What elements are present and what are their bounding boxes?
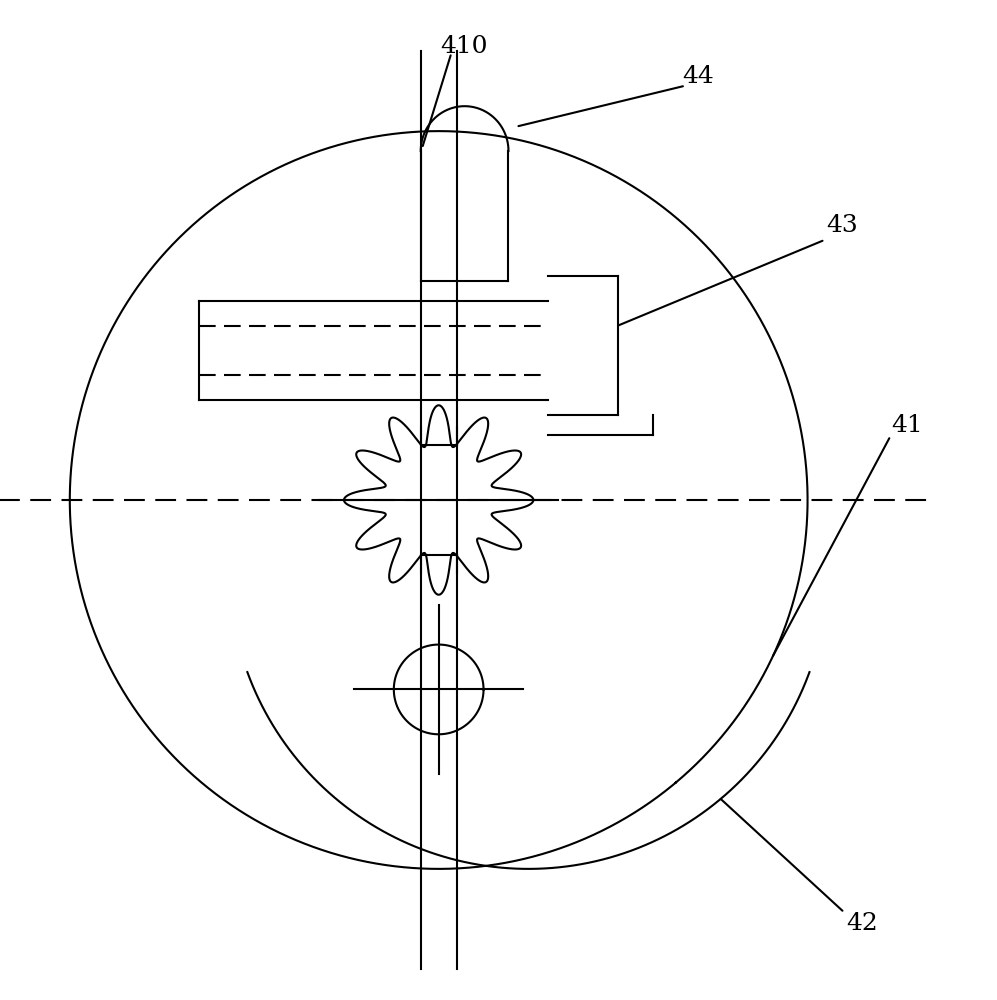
Text: 41: 41 (891, 414, 923, 437)
Text: 410: 410 (440, 35, 488, 58)
Text: 44: 44 (682, 65, 714, 88)
Text: 42: 42 (846, 912, 878, 935)
Text: 43: 43 (827, 214, 858, 237)
